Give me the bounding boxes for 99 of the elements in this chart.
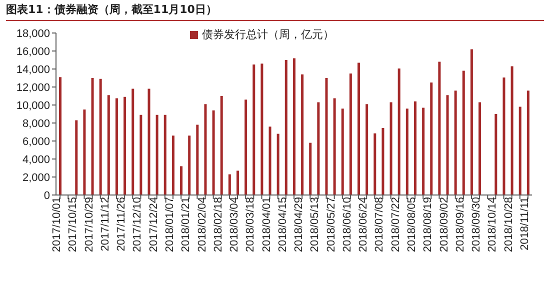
bar bbox=[430, 82, 433, 195]
bar bbox=[398, 68, 400, 195]
x-tick-label: 2018/08/19 bbox=[422, 197, 434, 252]
bar bbox=[220, 96, 223, 195]
bar bbox=[244, 100, 248, 195]
x-tick-label: 2017/12/10 bbox=[132, 197, 144, 252]
bar bbox=[228, 174, 231, 195]
bar bbox=[260, 64, 264, 195]
bar bbox=[414, 101, 416, 195]
bar bbox=[358, 62, 360, 195]
bar bbox=[292, 58, 296, 195]
bar bbox=[268, 126, 272, 195]
x-tick-label: 2017/10/15 bbox=[67, 197, 80, 252]
y-tick-label: 8,000 bbox=[22, 118, 50, 130]
bar bbox=[140, 114, 142, 195]
x-tick-label: 2018/06/10 bbox=[341, 197, 354, 252]
bar bbox=[148, 88, 150, 195]
x-tick-label: 2018/11/11 bbox=[518, 197, 531, 250]
bar bbox=[164, 114, 166, 195]
bar bbox=[309, 142, 312, 195]
bar bbox=[115, 98, 118, 195]
bar bbox=[124, 96, 126, 195]
x-tick-label: 2018/03/04 bbox=[228, 197, 241, 252]
bar bbox=[349, 74, 352, 195]
bar bbox=[406, 108, 408, 195]
bar bbox=[83, 110, 86, 195]
bar bbox=[390, 102, 392, 195]
bar bbox=[325, 78, 328, 195]
bar bbox=[91, 78, 94, 195]
bar bbox=[526, 90, 530, 195]
bar bbox=[301, 74, 304, 195]
x-tick-label: 2017/10/29 bbox=[83, 197, 96, 252]
x-tick-label: 2018/02/18 bbox=[212, 197, 224, 252]
bar bbox=[172, 136, 174, 195]
bar bbox=[188, 136, 191, 195]
bar bbox=[478, 102, 482, 195]
y-tick-label: 0 bbox=[44, 190, 50, 202]
x-tick-label: 2018/05/27 bbox=[325, 197, 338, 252]
x-tick-label: 2018/08/05 bbox=[406, 197, 418, 252]
bar bbox=[510, 66, 514, 195]
bar bbox=[333, 98, 336, 195]
x-tick-label: 2018/07/22 bbox=[390, 197, 402, 252]
bar bbox=[156, 114, 158, 195]
bar bbox=[518, 106, 522, 195]
bar bbox=[438, 62, 441, 195]
bar bbox=[252, 64, 256, 195]
x-tick-label: 2018/01/21 bbox=[180, 197, 192, 252]
x-tick-label: 2018/09/02 bbox=[438, 197, 450, 252]
bar bbox=[422, 108, 425, 195]
x-tick-label: 2018/09/30 bbox=[470, 197, 483, 252]
chart-title: 图表11：债券融资（周，截至11月10日） bbox=[6, 2, 544, 21]
bar bbox=[180, 166, 183, 195]
bar bbox=[75, 120, 78, 195]
bar bbox=[470, 49, 473, 195]
x-tick-label: 2018/05/13 bbox=[309, 197, 322, 252]
legend-label: 债券发行总计（周，亿元） bbox=[202, 28, 334, 41]
bar bbox=[59, 77, 62, 195]
bar bbox=[132, 88, 134, 195]
x-tick-label: 2017/11/26 bbox=[116, 197, 128, 252]
bar bbox=[236, 170, 239, 195]
bar bbox=[382, 128, 384, 195]
y-tick-label: 14,000 bbox=[16, 64, 50, 76]
y-tick-label: 12,000 bbox=[16, 82, 50, 94]
bar bbox=[204, 104, 207, 195]
x-tick-label: 2018/09/16 bbox=[454, 197, 466, 252]
bar bbox=[196, 124, 199, 195]
bar bbox=[317, 102, 320, 195]
x-tick-label: 2018/04/29 bbox=[293, 197, 306, 252]
bar bbox=[341, 108, 344, 195]
x-tick-label: 2018/07/08 bbox=[374, 197, 386, 252]
bar bbox=[107, 95, 110, 195]
bar bbox=[374, 133, 376, 195]
x-tick-label: 2018/10/28 bbox=[502, 197, 515, 252]
y-tick-label: 6,000 bbox=[22, 136, 50, 148]
y-tick-label: 4,000 bbox=[22, 154, 50, 166]
bar bbox=[454, 90, 457, 195]
x-tick-label: 2018/03/18 bbox=[244, 197, 257, 252]
bar bbox=[502, 78, 506, 195]
x-tick-label: 2018/04/15 bbox=[276, 197, 289, 252]
y-tick-label: 10,000 bbox=[16, 100, 50, 112]
bar bbox=[366, 104, 368, 195]
bar bbox=[212, 110, 215, 195]
bar bbox=[276, 134, 280, 195]
bar bbox=[462, 70, 465, 195]
bar bbox=[99, 78, 102, 195]
bar bbox=[446, 95, 449, 195]
x-tick-label: 2017/12/24 bbox=[148, 197, 160, 252]
y-tick-label: 18,000 bbox=[16, 28, 50, 40]
y-tick-label: 16,000 bbox=[16, 46, 50, 58]
x-tick-label: 2017/10/01 bbox=[51, 197, 64, 252]
bar bbox=[284, 60, 288, 195]
x-tick-label: 2018/06/24 bbox=[358, 197, 370, 252]
x-tick-label: 2017/11/12 bbox=[99, 197, 112, 252]
x-tick-label: 2018/02/04 bbox=[196, 197, 208, 252]
x-tick-label: 2018/01/07 bbox=[164, 197, 176, 252]
x-tick-label: 2018/04/01 bbox=[260, 197, 273, 252]
y-tick-label: 2,000 bbox=[22, 172, 50, 184]
x-tick-label: 2018/10/14 bbox=[486, 197, 499, 252]
bar bbox=[494, 114, 498, 195]
